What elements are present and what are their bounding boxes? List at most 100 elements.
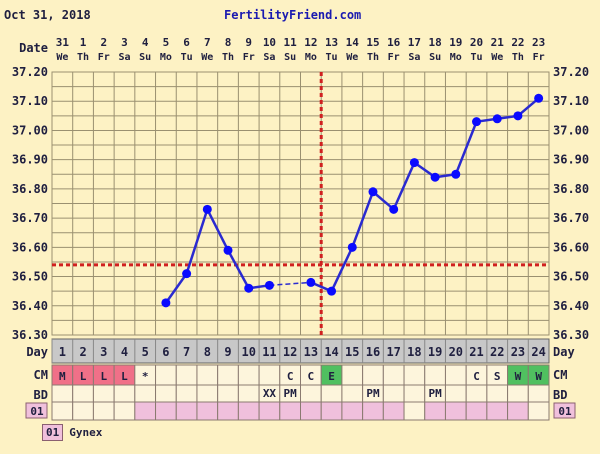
day-number: 17 xyxy=(386,345,400,359)
weekday-tick: Th xyxy=(367,52,379,63)
y-tick-label-right: 36.80 xyxy=(553,182,589,196)
weekday-tick: Th xyxy=(512,52,524,63)
temp-point xyxy=(409,158,419,168)
bd-label-right: BD xyxy=(553,388,567,402)
weekday-tick: We xyxy=(346,52,358,63)
day-number: 15 xyxy=(345,345,359,359)
bd-cell xyxy=(175,384,198,403)
temp-point xyxy=(492,114,502,124)
weekday-tick: Sa xyxy=(263,52,275,63)
temp-point xyxy=(368,187,378,197)
date-tick: 23 xyxy=(532,36,545,49)
day-number: 3 xyxy=(100,345,107,359)
bd-cell xyxy=(320,384,343,403)
date-tick: 14 xyxy=(346,36,360,49)
temp-segment xyxy=(454,121,478,175)
temp-point xyxy=(223,245,233,255)
y-tick-label-right: 36.60 xyxy=(553,240,589,254)
bd-cell xyxy=(465,384,488,403)
bd-cell xyxy=(217,384,239,403)
day-label-right: Day xyxy=(553,345,575,359)
date-tick: 4 xyxy=(142,36,149,49)
y-tick-label-left: 36.40 xyxy=(12,299,48,313)
weekday-tick: We xyxy=(56,52,68,63)
bd-value: XX xyxy=(263,387,277,400)
cm-value: L xyxy=(121,370,128,383)
med-label-left: 01 xyxy=(30,405,44,418)
y-tick-label-left: 37.10 xyxy=(12,94,48,108)
day-number: 11 xyxy=(262,345,276,359)
med-cell xyxy=(258,401,281,421)
cm-value: W xyxy=(535,370,542,383)
med-cell xyxy=(486,401,509,421)
weekday-tick: Fr xyxy=(533,52,545,63)
site-title[interactable]: FertilityFriend.com xyxy=(224,8,362,22)
med-cell xyxy=(279,401,301,421)
cm-value: W xyxy=(515,370,522,383)
date-tick: 31 xyxy=(56,36,70,49)
y-tick-label-right: 37.10 xyxy=(553,94,589,108)
day-number: 1 xyxy=(59,345,66,359)
med-cell xyxy=(237,401,260,421)
bd-cell xyxy=(155,384,177,403)
y-tick-label-right: 36.40 xyxy=(553,299,589,313)
date-tick: 11 xyxy=(284,36,298,49)
bd-cell xyxy=(527,384,550,403)
bd-cell xyxy=(92,384,115,403)
weekday-tick: Fr xyxy=(388,52,400,63)
med-cell xyxy=(341,401,364,421)
temp-segment xyxy=(392,162,416,210)
cm-label-left: CM xyxy=(34,368,48,382)
date-tick: 5 xyxy=(163,36,170,49)
day-number: 4 xyxy=(121,345,128,359)
cm-cell xyxy=(196,364,219,386)
date-tick: 6 xyxy=(183,36,190,49)
cm-cell xyxy=(444,364,467,386)
y-tick-label-left: 37.00 xyxy=(12,123,48,137)
date-tick: 18 xyxy=(428,36,441,49)
day-number: 14 xyxy=(324,345,338,359)
med-cell xyxy=(51,401,74,421)
day-number: 2 xyxy=(79,345,86,359)
weekday-tick: Tu xyxy=(326,52,338,63)
y-tick-label-right: 37.00 xyxy=(553,123,589,137)
legend: 01 Gynex xyxy=(42,424,102,441)
weekday-tick: Fr xyxy=(243,52,255,63)
date-tick: 13 xyxy=(325,36,338,49)
cm-label-right: CM xyxy=(553,368,567,382)
date-tick: 7 xyxy=(204,36,211,49)
cm-cell xyxy=(362,364,384,386)
med-cell xyxy=(113,401,136,421)
temp-point xyxy=(264,280,274,290)
cm-value: C xyxy=(473,370,480,383)
temp-segment xyxy=(330,246,354,292)
date-tick: 10 xyxy=(263,36,276,49)
cm-cell xyxy=(237,364,260,386)
med-cell xyxy=(196,401,219,421)
y-tick-label-left: 36.90 xyxy=(12,153,48,167)
date-tick: 8 xyxy=(225,36,232,49)
cm-value: C xyxy=(308,370,315,383)
day-number: 19 xyxy=(428,345,442,359)
med-cell xyxy=(217,401,239,421)
cm-value: E xyxy=(328,370,335,383)
temp-point xyxy=(534,93,544,103)
day-number: 16 xyxy=(366,345,380,359)
temp-segment xyxy=(206,208,230,251)
cm-value: L xyxy=(80,370,87,383)
y-tick-label-right: 36.30 xyxy=(553,328,589,342)
date-label: Date xyxy=(19,41,48,55)
day-number: 24 xyxy=(531,345,545,359)
temp-point xyxy=(513,111,523,121)
med-label-right: 01 xyxy=(558,405,572,418)
y-tick-label-right: 36.70 xyxy=(553,211,589,225)
day-label-left: Day xyxy=(26,345,48,359)
med-cell xyxy=(527,401,550,421)
weekday-tick: Sa xyxy=(118,52,130,63)
med-cell xyxy=(155,401,177,421)
temp-point xyxy=(306,277,316,287)
med-cell xyxy=(465,401,488,421)
weekday-tick: Tu xyxy=(470,52,482,63)
cm-value: S xyxy=(494,370,501,383)
date-tick: 3 xyxy=(121,36,128,49)
